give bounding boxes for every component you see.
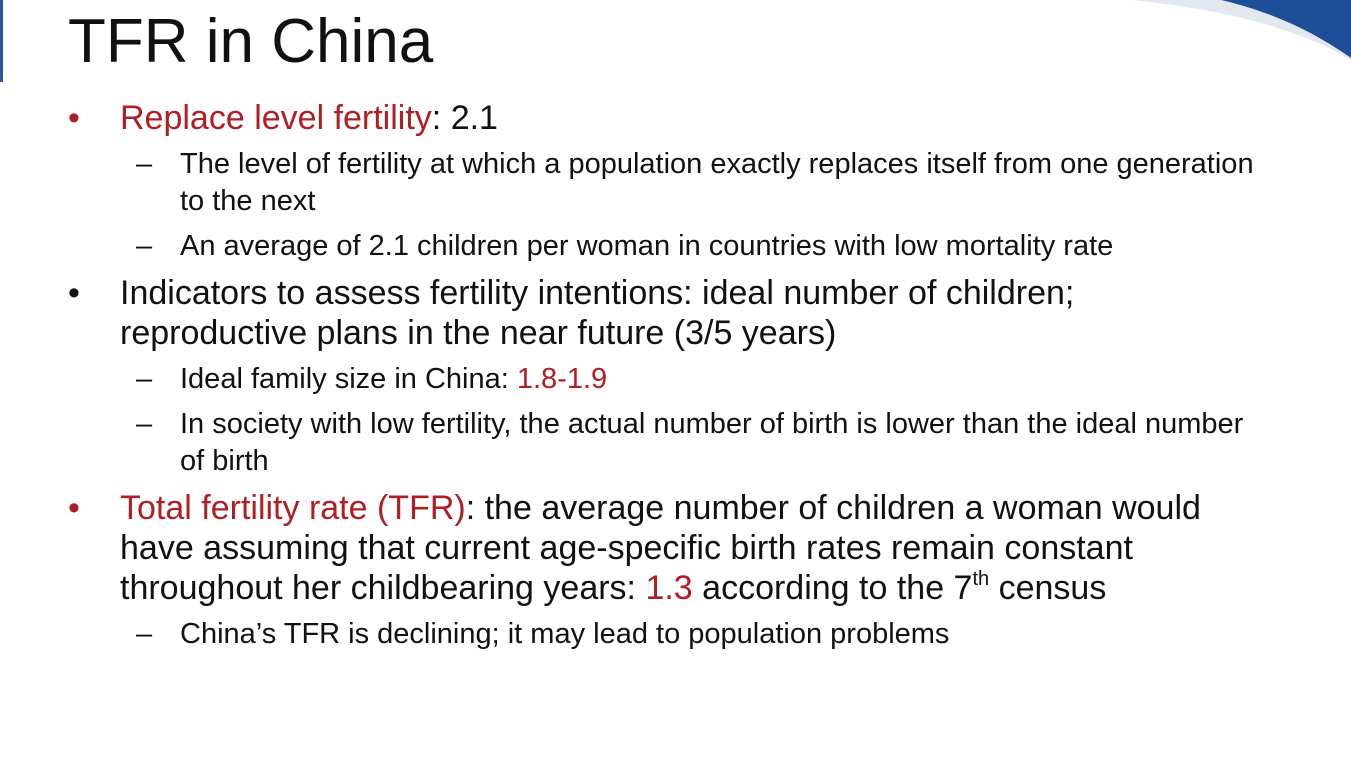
bullet-total-fertility-rate: • Total fertility rate (TFR): the averag… (0, 488, 1250, 608)
dash-marker: – (136, 618, 153, 650)
slide-body: • Replace level fertility: 2.1 – The lev… (0, 98, 1351, 661)
term-replacement-level: Replace level fertility (120, 99, 432, 137)
bullet-marker: • (68, 274, 80, 312)
term-tfr: Total fertility rate (TFR) (120, 489, 466, 527)
sub-bullet-ideal-family-size: – Ideal family size in China: 1.8-1.9 (0, 361, 1260, 398)
dash-marker: – (136, 363, 153, 395)
ideal-family-size-value: 1.8-1.9 (516, 363, 608, 395)
dash-marker: – (136, 408, 153, 440)
tfr-census-suffix: census (989, 569, 1107, 607)
tfr-definition-text: : the average number of children a woman… (120, 489, 1201, 607)
slide-left-rule (0, 0, 3, 82)
tfr-census-text: according to the 7 (692, 569, 973, 607)
bullet-fertility-intentions: • Indicators to assess fertility intenti… (0, 273, 1250, 353)
sub-bullet-low-fertility: – In society with low fertility, the act… (0, 406, 1260, 480)
average-text: An average of 2.1 children per woman in … (180, 230, 1114, 262)
tfr-value: 1.3 (645, 569, 693, 607)
sub-bullet-tfr-declining: – China’s TFR is declining; it may lead … (0, 616, 1260, 653)
replacement-level-value: : 2.1 (431, 99, 498, 137)
dash-marker: – (136, 230, 153, 262)
bullet-marker: • (68, 99, 80, 137)
tfr-declining-text: China’s TFR is declining; it may lead to… (180, 618, 950, 650)
slide-title: TFR in China (68, 7, 434, 76)
census-ordinal-superscript: th (972, 567, 990, 590)
ideal-family-size-label: Ideal family size in China: (180, 363, 517, 395)
bullet-marker: • (68, 489, 80, 527)
sub-bullet-definition: – The level of fertility at which a popu… (0, 146, 1260, 220)
definition-text: The level of fertility at which a popula… (180, 148, 1254, 217)
fertility-intentions-text: Indicators to assess fertility intention… (120, 274, 1075, 352)
low-fertility-text: In society with low fertility, the actua… (180, 408, 1244, 477)
sub-bullet-average: – An average of 2.1 children per woman i… (0, 228, 1260, 265)
dash-marker: – (136, 148, 153, 180)
bullet-replacement-fertility: • Replace level fertility: 2.1 (0, 98, 1250, 138)
corner-decoration (1131, 0, 1351, 60)
